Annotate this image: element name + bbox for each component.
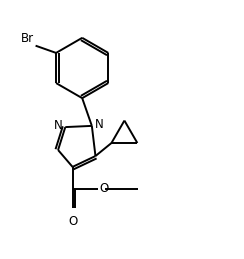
Text: N: N	[95, 118, 104, 131]
Text: N: N	[53, 119, 62, 132]
Text: Br: Br	[21, 32, 34, 45]
Text: O: O	[99, 182, 109, 195]
Text: O: O	[68, 215, 77, 228]
